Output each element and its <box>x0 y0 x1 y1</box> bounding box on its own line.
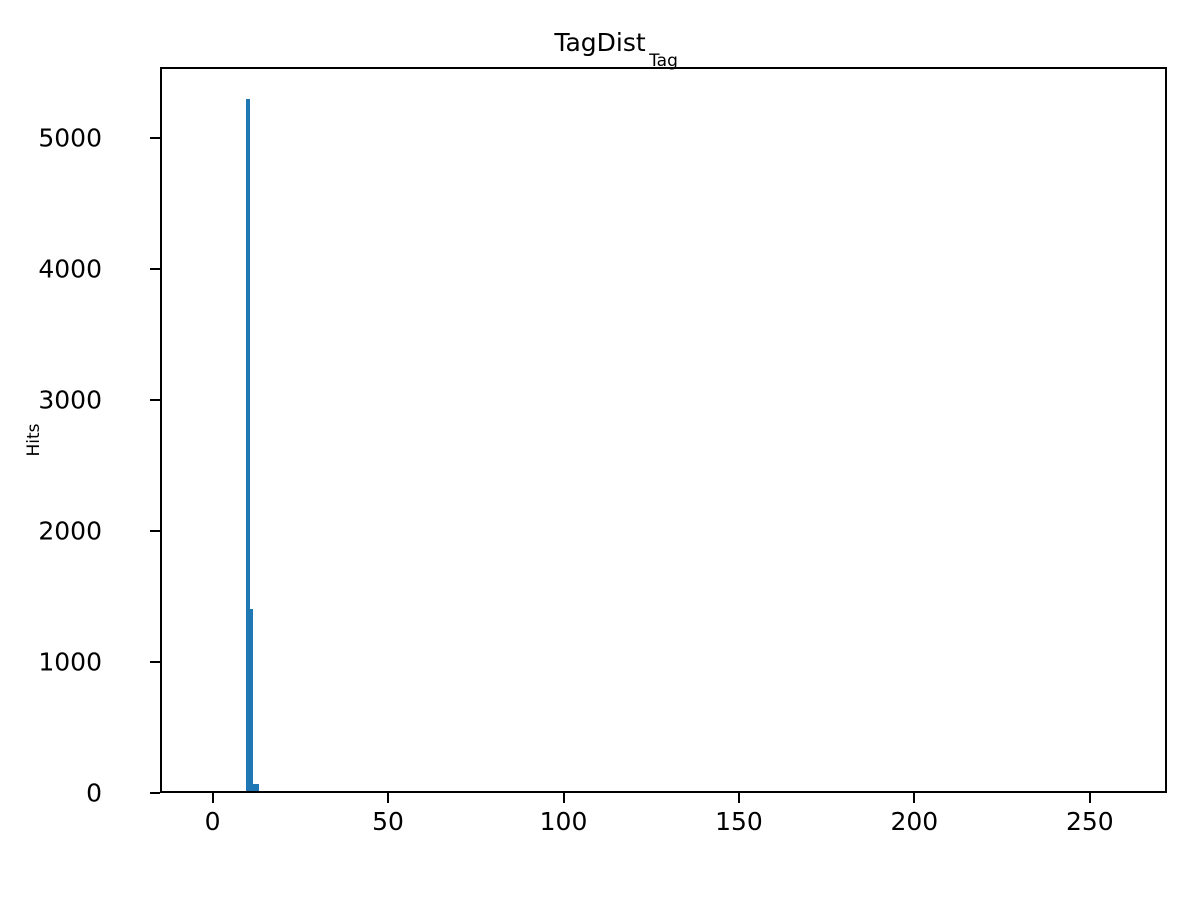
x-tick-label: 0 <box>204 807 221 836</box>
y-tick-label: 2000 <box>38 516 102 546</box>
x-axis: 0 50 100 150 200 250 <box>0 793 1200 900</box>
x-tick-label: 100 <box>539 807 588 836</box>
y-tick-label: 3000 <box>38 385 102 415</box>
bar-series <box>162 69 1165 791</box>
chart-title: TagDist <box>554 28 646 57</box>
bar <box>250 784 259 791</box>
x-tick-label: 250 <box>1065 807 1114 836</box>
x-tick-label: 150 <box>715 807 763 836</box>
x-axis-label: Tag <box>649 51 678 71</box>
x-tick-mark <box>737 793 740 803</box>
x-tick-label: 50 <box>372 807 404 836</box>
y-tick-mark <box>150 398 160 401</box>
y-tick-mark <box>150 136 160 139</box>
plot-area <box>160 67 1167 793</box>
bar <box>246 99 250 791</box>
x-tick-mark <box>1088 793 1091 803</box>
x-tick-label: 200 <box>890 807 939 836</box>
x-tick-mark <box>562 793 565 803</box>
y-tick-mark <box>150 267 160 270</box>
x-tick-mark <box>211 793 214 803</box>
bar <box>247 608 254 791</box>
y-axis-label: Hits <box>24 423 44 457</box>
y-tick-label: 1000 <box>38 647 102 677</box>
y-tick-mark <box>150 792 160 794</box>
y-tick-label: 4000 <box>38 254 102 284</box>
y-tick-label: 0 <box>86 778 102 808</box>
x-tick-mark <box>387 793 390 803</box>
y-tick-label: 5000 <box>38 123 102 153</box>
y-tick-mark <box>150 660 160 663</box>
x-tick-mark <box>913 793 916 803</box>
y-axis: 0 1000 2000 3000 4000 5000 <box>0 0 160 900</box>
y-tick-mark <box>150 529 160 532</box>
